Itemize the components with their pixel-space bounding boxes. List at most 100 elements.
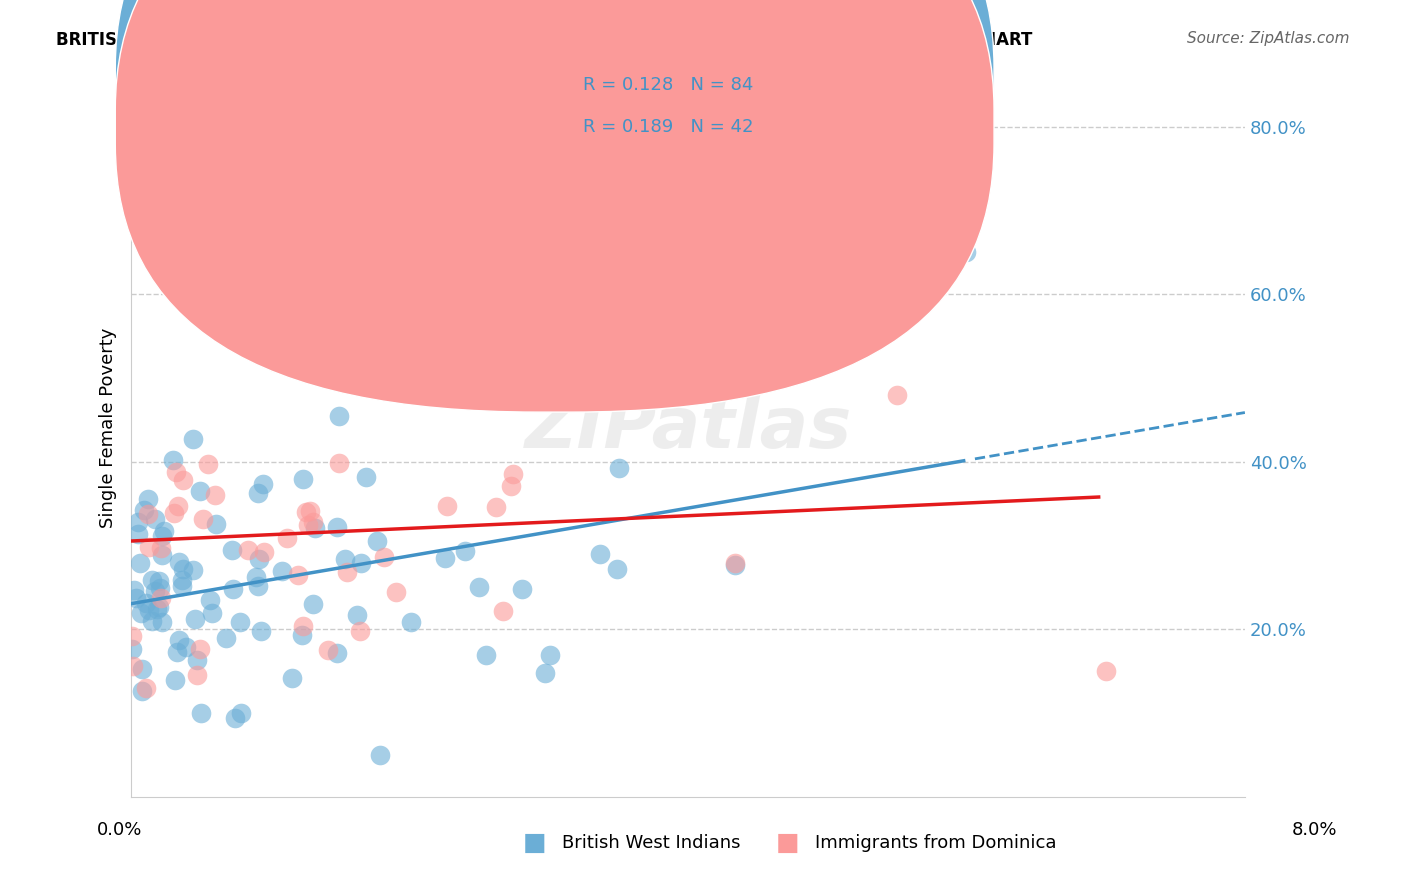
Point <box>335 552 357 566</box>
Text: R = 0.189   N = 42: R = 0.189 N = 42 <box>583 118 754 136</box>
Point <box>190 642 212 657</box>
Point <box>166 465 188 479</box>
Point <box>121 659 143 673</box>
Point <box>149 591 172 606</box>
Point <box>138 492 160 507</box>
Point <box>247 485 270 500</box>
Text: ZIPatlas: ZIPatlas <box>524 393 852 463</box>
Text: British West Indians: British West Indians <box>562 834 741 852</box>
Point <box>153 524 176 539</box>
Point <box>172 473 194 487</box>
Point <box>127 527 149 541</box>
Point <box>346 607 368 622</box>
Point <box>149 541 172 555</box>
Point <box>169 633 191 648</box>
Point <box>197 457 219 471</box>
Point <box>264 355 287 369</box>
Point <box>492 604 515 618</box>
Point <box>131 663 153 677</box>
Point <box>215 632 238 646</box>
Point <box>328 409 350 424</box>
Point <box>188 484 211 499</box>
Point <box>181 432 204 446</box>
Point <box>336 565 359 579</box>
Point <box>291 472 314 486</box>
Point <box>150 548 173 562</box>
Point <box>356 469 378 483</box>
Point <box>291 619 314 633</box>
Point <box>247 552 270 566</box>
Point <box>167 555 190 569</box>
Point <box>454 543 477 558</box>
Point <box>162 452 184 467</box>
Point <box>350 556 373 570</box>
Point <box>136 507 159 521</box>
Point <box>127 515 149 529</box>
Point <box>143 584 166 599</box>
Point <box>150 615 173 629</box>
Text: ■: ■ <box>776 831 799 855</box>
Point <box>170 573 193 587</box>
Point <box>204 488 226 502</box>
Point <box>287 568 309 582</box>
Point <box>122 582 145 597</box>
Point <box>886 387 908 401</box>
Point <box>368 747 391 762</box>
Point <box>250 624 273 638</box>
Point <box>163 507 186 521</box>
Point <box>510 582 533 596</box>
Point <box>229 615 252 629</box>
Point <box>172 561 194 575</box>
Point <box>121 629 143 643</box>
Point <box>135 596 157 610</box>
Point <box>138 540 160 554</box>
Point <box>260 227 283 241</box>
Point <box>606 562 628 576</box>
Point <box>125 591 148 605</box>
Point <box>129 607 152 621</box>
Point <box>190 706 212 720</box>
Point <box>475 648 498 663</box>
Point <box>534 666 557 681</box>
Point <box>181 563 204 577</box>
Point <box>141 573 163 587</box>
Point <box>538 648 561 663</box>
Point <box>325 520 347 534</box>
Point <box>399 615 422 630</box>
Text: 8.0%: 8.0% <box>1292 821 1337 838</box>
Point <box>955 245 977 260</box>
Point <box>128 556 150 570</box>
Point <box>775 329 797 343</box>
Point <box>607 461 630 475</box>
Point <box>167 499 190 513</box>
Point <box>148 574 170 588</box>
Point <box>191 512 214 526</box>
Text: 0.0%: 0.0% <box>97 821 142 838</box>
Point <box>299 504 322 518</box>
Point <box>316 642 339 657</box>
Point <box>231 706 253 720</box>
Point <box>271 564 294 578</box>
Point <box>373 550 395 565</box>
Point <box>433 551 456 566</box>
Point <box>135 681 157 696</box>
Point <box>304 520 326 534</box>
Point <box>328 456 350 470</box>
Point <box>468 580 491 594</box>
Point <box>297 517 319 532</box>
Point <box>501 479 523 493</box>
Text: Source: ZipAtlas.com: Source: ZipAtlas.com <box>1187 31 1350 46</box>
Point <box>170 578 193 592</box>
Point <box>366 533 388 548</box>
Point <box>252 477 274 491</box>
Point <box>253 544 276 558</box>
Point <box>138 603 160 617</box>
Point <box>143 512 166 526</box>
Point <box>221 543 243 558</box>
Point <box>150 529 173 543</box>
Text: ■: ■ <box>523 831 546 855</box>
Point <box>166 645 188 659</box>
Point <box>198 592 221 607</box>
Point <box>385 584 408 599</box>
Point <box>468 186 491 201</box>
